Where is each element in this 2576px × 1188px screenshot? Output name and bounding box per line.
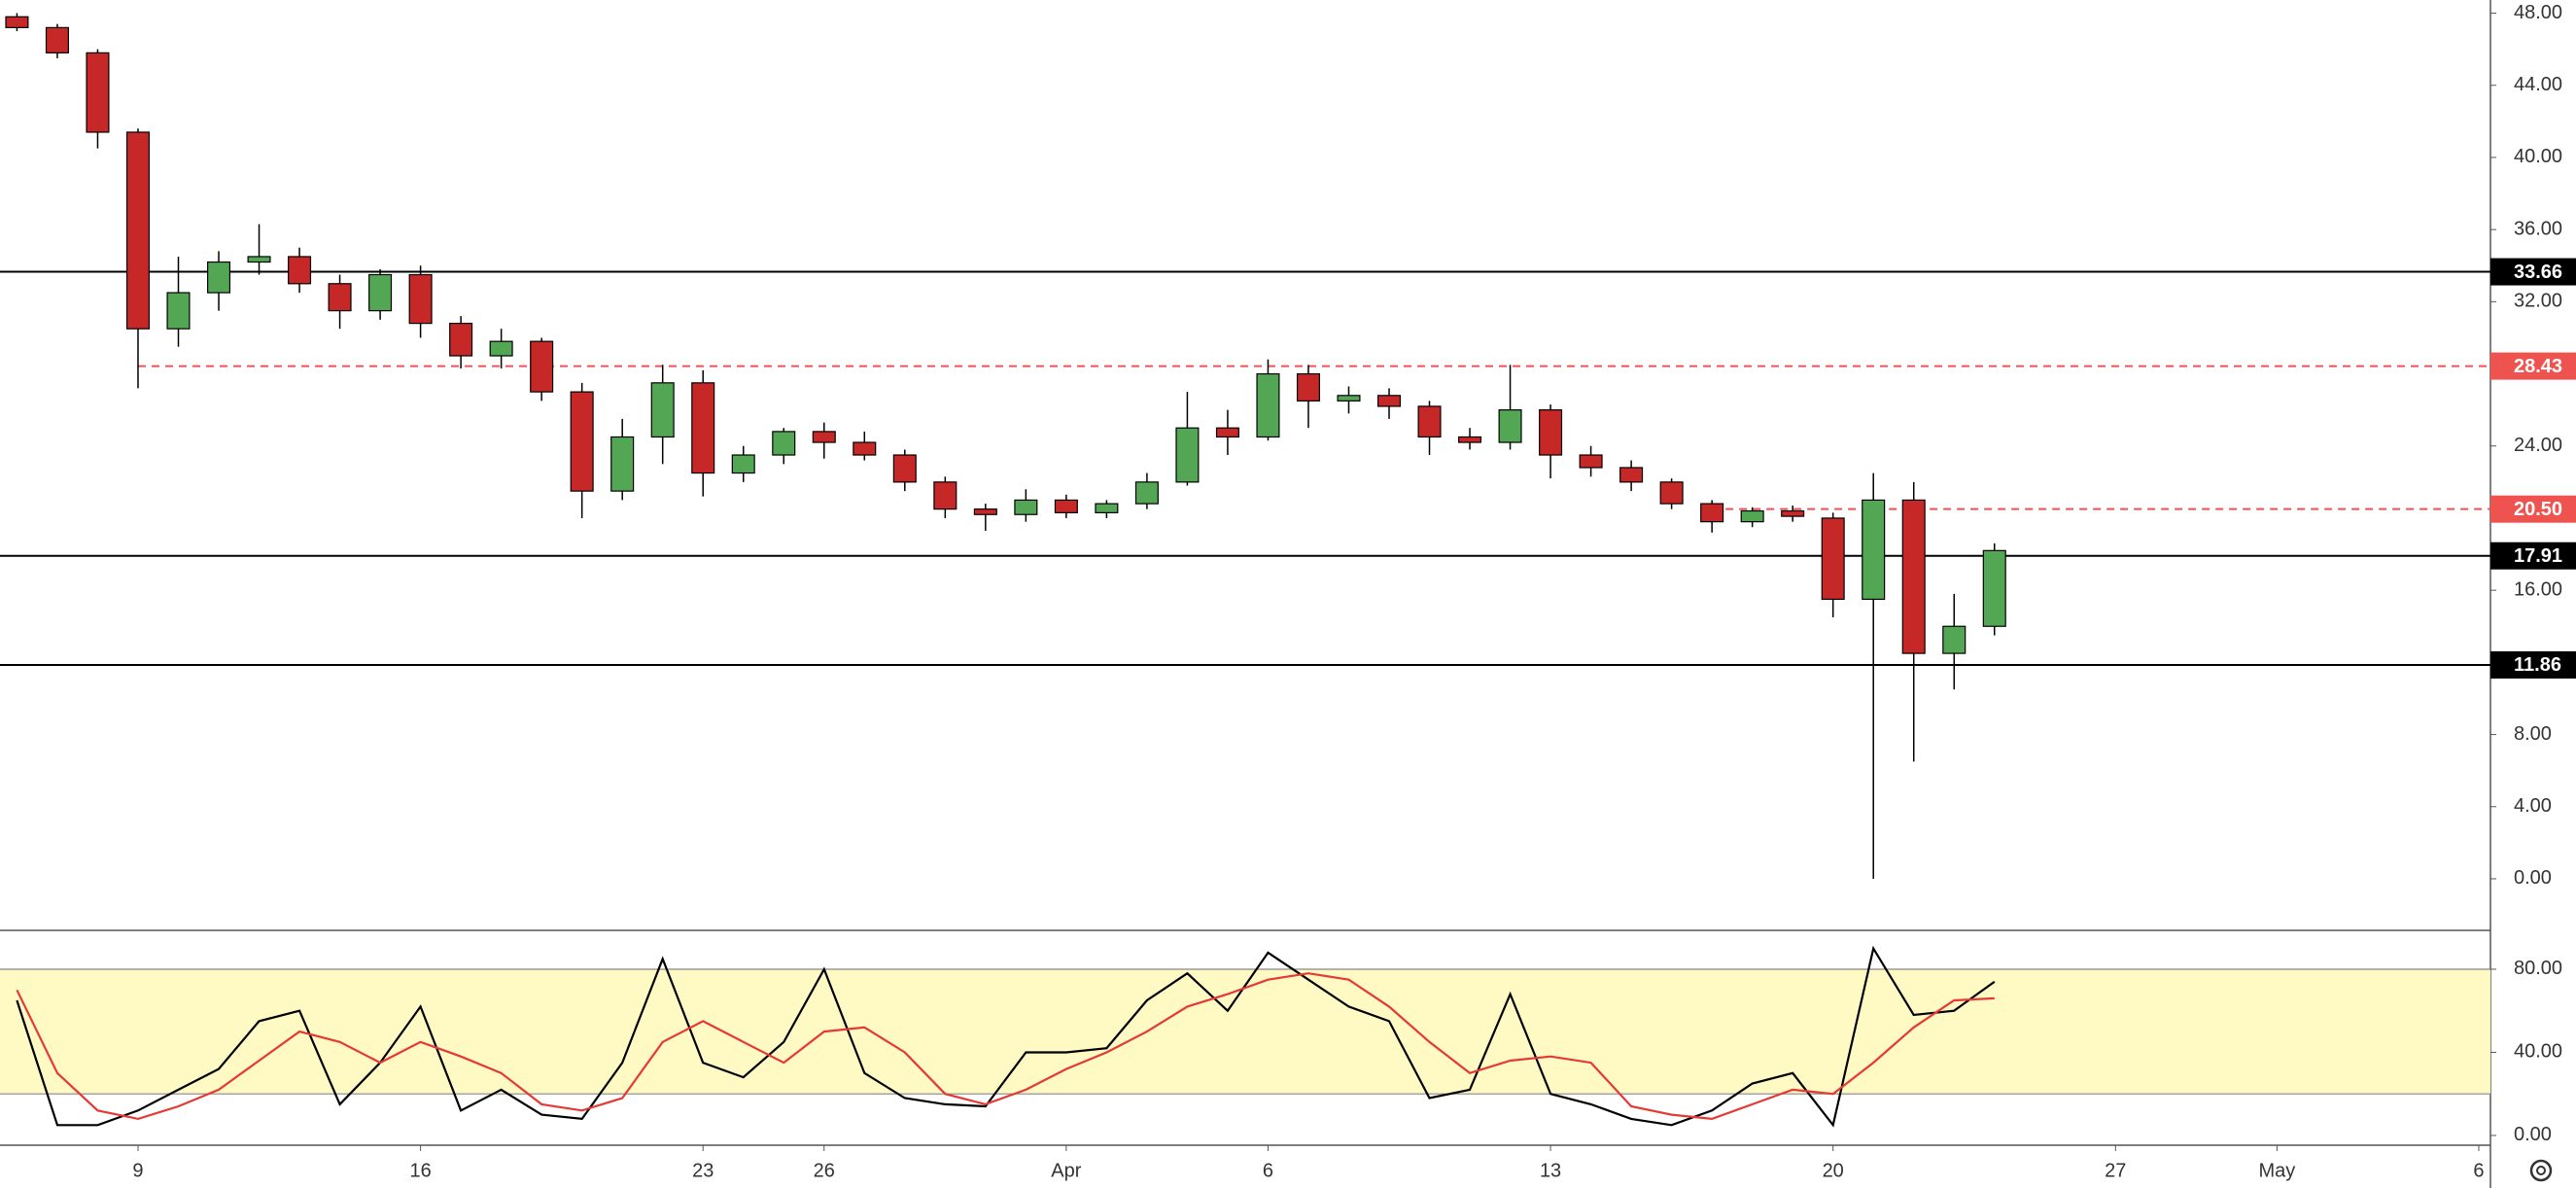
x-tick-label: Apr [1051, 1160, 1081, 1181]
candle-body [892, 454, 917, 483]
price-label-box [2490, 352, 2576, 380]
y-tick-label: 40.00 [2514, 146, 2562, 167]
y-tick-label: 16.00 [2514, 578, 2562, 600]
candle-body [5, 16, 29, 28]
y-tick-label: 32.00 [2514, 291, 2562, 312]
candle-body [1539, 409, 1563, 456]
candle-body [1134, 481, 1159, 505]
y-tick-label: 0.00 [2514, 1124, 2552, 1145]
candle-body [166, 292, 191, 330]
price-label-box [2490, 542, 2576, 570]
candle-body [489, 340, 513, 357]
price-label-box [2490, 495, 2576, 523]
candle-body [973, 508, 997, 515]
candle-body [1619, 467, 1644, 483]
price-label: 28.43 [2514, 356, 2562, 377]
band [0, 968, 2490, 1095]
candle-body [1417, 405, 1442, 438]
candle-body [610, 436, 635, 492]
candle-body [288, 256, 312, 285]
price-label: 20.50 [2514, 499, 2562, 520]
candle-body [1458, 436, 1482, 443]
candle-body [530, 340, 554, 393]
x-tick-label: 6 [2473, 1160, 2484, 1181]
candle-body [1175, 427, 1200, 483]
y-tick-label: 36.00 [2514, 218, 2562, 239]
x-tick-label: 26 [814, 1160, 835, 1181]
y-tick-label: 80.00 [2514, 958, 2562, 979]
price-label: 33.66 [2514, 262, 2562, 283]
candle-body [1942, 625, 1967, 654]
y-tick-label: 48.00 [2514, 2, 2562, 23]
y-tick-label: 24.00 [2514, 435, 2562, 456]
x-tick-label: 16 [409, 1160, 431, 1181]
candle-body [1781, 509, 1805, 517]
y-tick-label: 0.00 [2514, 867, 2552, 889]
candle-body [1296, 372, 1320, 402]
candle-body [812, 431, 836, 443]
candle-body [731, 454, 755, 474]
candle-body [247, 256, 271, 263]
candle-body [408, 273, 433, 325]
candle-body [691, 382, 715, 474]
y-tick-label: 8.00 [2514, 723, 2552, 745]
candle-body [1579, 454, 1603, 469]
candle-body [1054, 499, 1078, 513]
candle-body [1862, 499, 1886, 601]
candle-body [1982, 549, 2006, 627]
x-tick-label: 13 [1540, 1160, 1561, 1181]
y-tick-label: 44.00 [2514, 74, 2562, 95]
x-tick-label: 9 [132, 1160, 143, 1181]
settings-icon[interactable] [2529, 1159, 2553, 1182]
candle-body [125, 131, 151, 330]
x-tick-label: 23 [692, 1160, 714, 1181]
candle-body [1215, 427, 1239, 438]
y-tick-label: 4.00 [2514, 795, 2552, 817]
candle-body [853, 441, 877, 456]
price-label: 11.86 [2514, 654, 2561, 676]
candle-body [1256, 372, 1280, 438]
candle-body [368, 273, 393, 312]
candle-body [1498, 409, 1522, 443]
candle-body [86, 52, 110, 133]
candle-body [45, 26, 69, 53]
candle-body [328, 283, 352, 312]
y-tick-label: 40.00 [2514, 1041, 2562, 1063]
candle-body [650, 382, 675, 438]
candle-body [1095, 503, 1119, 513]
candle-body [1821, 517, 1845, 601]
x-tick-label: May [2258, 1160, 2295, 1181]
candle-body [933, 481, 957, 510]
x-tick-label: 6 [1263, 1160, 1273, 1181]
candle-body [449, 323, 473, 357]
candle-body [1014, 499, 1038, 515]
series-line [16, 972, 1995, 1121]
x-tick-label: 20 [1823, 1160, 1844, 1181]
candle-body [207, 261, 231, 294]
candle-body [1376, 395, 1402, 407]
candle-body [1740, 509, 1764, 523]
candle-body [1700, 503, 1724, 523]
price-label-box [2490, 650, 2576, 679]
candle-body [1659, 481, 1684, 505]
candle-body [1901, 499, 1926, 654]
candle-body [1337, 395, 1361, 402]
series-line [16, 945, 1996, 1128]
x-tick-label: 27 [2105, 1160, 2126, 1181]
candle-body [570, 391, 594, 492]
price-label: 17.91 [2514, 545, 2562, 567]
price-label-box [2490, 258, 2576, 286]
candle-body [772, 431, 796, 456]
